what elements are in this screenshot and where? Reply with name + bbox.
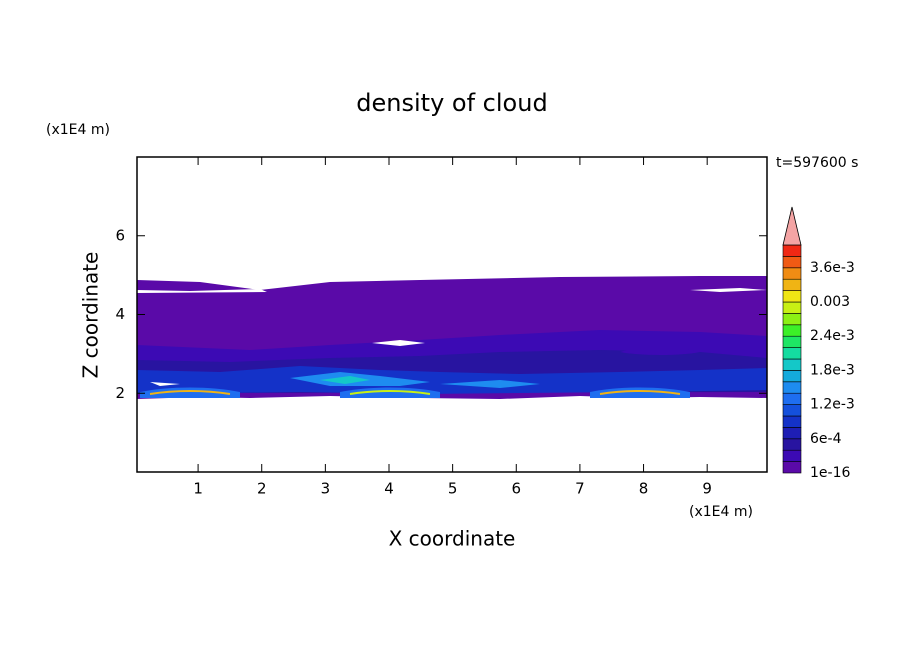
colorbar-tick-label: 1e-16 [810,465,850,481]
x-axis-label: X coordinate [389,527,516,551]
colorbar-band [782,370,802,383]
colorbar-band [782,301,802,314]
colorbar-band [782,244,802,257]
colorbar-band [782,392,802,405]
time-label: t=597600 s [776,155,858,171]
colorbar-tick-label: 1.2e-3 [810,397,855,413]
colorbar-band [782,290,802,303]
colorbar-band [782,461,802,474]
colorbar-band [782,358,802,371]
y-tick-label: 4 [115,305,125,323]
x-tick-label: 3 [321,480,331,498]
chart-title: density of cloud [356,89,547,117]
contour-field [137,276,767,399]
y-axis-label: Z coordinate [79,252,103,379]
x-tick-label: 4 [384,480,394,498]
x-tick-label: 9 [702,480,712,498]
x-tick-label: 6 [511,480,521,498]
y-tick-label: 6 [115,226,125,244]
colorbar-tick-label: 3.6e-3 [810,260,855,276]
colorbar-band [782,427,802,440]
y-unit: (x1E4 m) [46,122,110,138]
colorbar-band [782,347,802,360]
colorbar-tick-label: 1.8e-3 [810,362,855,378]
colorbar-band [782,335,802,348]
colorbar-band [782,313,802,326]
x-tick-label: 8 [639,480,649,498]
x-tick-label: 7 [575,480,585,498]
x-tick-label: 2 [257,480,267,498]
colorbar-band [782,449,802,462]
colorbar-tick-label: 6e-4 [810,431,842,447]
colorbar-band [782,267,802,280]
colorbar-band [782,415,802,428]
x-unit: (x1E4 m) [689,504,753,520]
y-tick-label: 2 [115,384,125,402]
colorbar-over [782,206,802,246]
colorbar-tick-label: 0.003 [810,294,850,310]
colorbar-band [782,278,802,291]
colorbar-band [782,438,802,451]
colorbar-band [782,404,802,417]
colorbar-tick-label: 2.4e-3 [810,328,855,344]
colorbar-band [782,324,802,337]
x-tick-label: 5 [448,480,458,498]
colorbar-band [782,381,802,394]
x-tick-label: 1 [193,480,203,498]
colorbar-band [782,256,802,269]
